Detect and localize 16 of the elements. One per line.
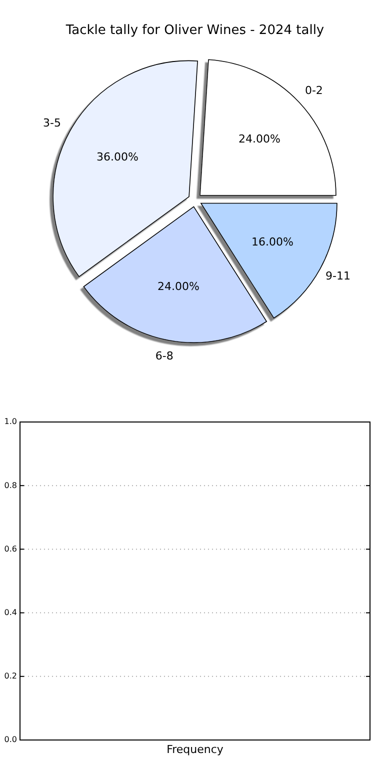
y-tick-label: 1.0 — [4, 417, 17, 426]
slice-label: 9-11 — [326, 270, 350, 283]
y-tick-label: 0.6 — [4, 544, 17, 554]
y-tick-label: 0.8 — [4, 480, 17, 490]
data-label: 16.00% — [251, 236, 294, 249]
x-axis-title: Frequency — [166, 743, 224, 756]
slice-label: 3-5 — [43, 116, 61, 130]
y-tick-label: 0.0 — [4, 735, 17, 744]
y-tick-label: 0.4 — [4, 608, 17, 617]
data-label: 24.00% — [238, 132, 280, 146]
y-tick-label: 0.2 — [4, 672, 17, 681]
data-label: 36.00% — [96, 150, 139, 164]
slice-label: 6-8 — [155, 349, 174, 362]
data-label: 24.00% — [157, 280, 200, 293]
slice-label: 0-2 — [304, 84, 323, 98]
chart-title: Tackle tally for Oliver Wines - 2024 tally — [64, 23, 324, 38]
